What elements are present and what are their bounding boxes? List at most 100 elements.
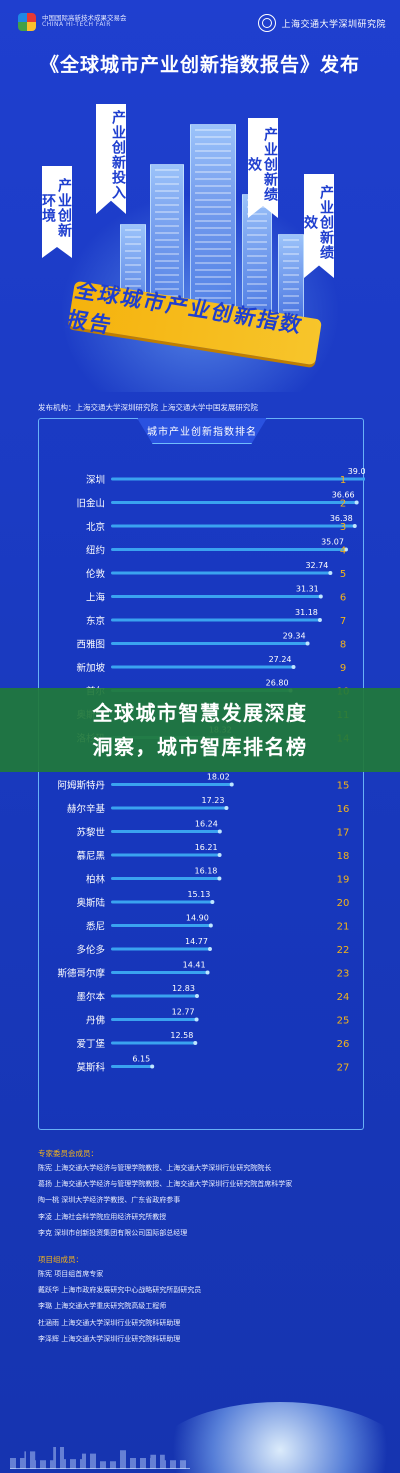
sjtu-institute-logo: 上海交通大学深圳研究院 (258, 14, 386, 32)
value-label: 32.74 (305, 561, 328, 570)
city-label: 旧金山 (76, 498, 105, 510)
bar (111, 548, 346, 551)
rank-label: 25 (337, 1016, 350, 1027)
city-label: 柏林 (86, 874, 106, 886)
bar-end-dot (229, 782, 234, 787)
overlay-caption-line-1: 全球城市智慧发展深度 (92, 701, 308, 725)
hero-banner-performance: 产业创新绩效 (248, 118, 278, 218)
rank-label: 16 (337, 804, 350, 815)
bar (111, 1041, 196, 1045)
bar (111, 900, 213, 904)
city-label: 墨尔本 (76, 991, 105, 1003)
bar (111, 595, 321, 598)
city-label: 苏黎世 (76, 827, 105, 839)
experts-heading: 专家委员会成员： (38, 1149, 98, 1158)
rank-label: 2 (340, 499, 346, 510)
city-label: 阿姆斯特丹 (57, 780, 105, 792)
team-row: 杜涵雨 上海交通大学深圳行业研究院科研助理 (38, 1318, 181, 1327)
value-label: 18.02 (207, 773, 230, 782)
value-label: 16.21 (195, 843, 218, 852)
bar (111, 947, 210, 951)
ranking-bar-chart: 深圳 39.051 旧金山 36.662 北京 36.383 纽约 35.074 伦敦 32.74… (57, 467, 365, 1074)
value-label: 6.15 (132, 1055, 150, 1064)
city-label: 北京 (86, 521, 105, 533)
ranking-chart-panel: 深圳 39.051 旧金山 36.662 北京 36.383 纽约 35.074 伦敦 32.74… (38, 418, 365, 1130)
city-label: 莫斯科 (76, 1062, 105, 1074)
bar-end-dot (217, 876, 222, 881)
city-label: 多伦多 (76, 944, 105, 956)
value-label: 35.07 (321, 538, 344, 547)
rank-label: 1 (340, 475, 346, 486)
bar (111, 618, 320, 622)
bar (111, 524, 355, 528)
rank-label: 19 (337, 875, 350, 886)
rank-label: 21 (337, 922, 350, 933)
rank-label: 24 (337, 992, 350, 1003)
city-label: 赫尔辛基 (67, 803, 106, 815)
university-seal-icon (258, 14, 277, 32)
bar (111, 924, 211, 927)
expert-row: 李凌 上海社会科学院应用经济研究所教授 (38, 1212, 167, 1221)
value-label: 36.38 (330, 514, 353, 523)
rank-label: 23 (337, 969, 350, 980)
value-label: 16.18 (194, 867, 217, 876)
value-label: 14.77 (185, 937, 208, 946)
page-title: 《全球城市产业创新指数报告》发布 (39, 54, 360, 76)
logo-en-text: CHINA HI-TECH FAIR (42, 21, 111, 29)
city-label: 纽约 (86, 545, 105, 557)
city-label: 悉尼 (86, 921, 105, 933)
rank-label: 4 (340, 546, 346, 557)
chart-title: 城市产业创新指数排名 (137, 418, 267, 444)
bar-end-dot (217, 829, 222, 834)
bar-end-dot (217, 853, 222, 857)
value-label: 27.24 (269, 655, 292, 664)
team-row: 李泽辉 上海交通大学深圳行业研究院科研助理 (38, 1334, 181, 1343)
bar (111, 853, 220, 857)
value-label: 17.23 (202, 796, 225, 805)
bar-end-dot (205, 970, 210, 975)
bar (111, 830, 220, 833)
bar-end-dot (305, 641, 310, 646)
value-label: 14.90 (186, 914, 209, 923)
rank-label: 18 (337, 851, 350, 862)
bar-end-dot (194, 994, 199, 998)
hero-banner-input: 产业创新投入 (96, 104, 126, 214)
rank-label: 17 (337, 828, 350, 839)
overlay-caption-band: 全球城市智慧发展深度 洞察，城市智库排名榜 (0, 688, 400, 772)
team-row: 戴跃华 上海市政府发展研究中心战略研究所副研究员 (38, 1286, 202, 1295)
city-label: 东京 (86, 615, 105, 627)
city-label: 深圳 (86, 475, 105, 486)
logo-cn-text: 中国国际高新技术成果交易会 (42, 14, 127, 23)
bar-end-dot (318, 594, 323, 599)
hero-illustration: 产业创新环境 产业创新投入 产业创新绩效 产业创新绩效 全球城市产业创新指数报告 (0, 82, 400, 394)
bar (111, 477, 365, 481)
bar-end-dot (317, 618, 322, 622)
city-label: 慕尼黑 (76, 850, 105, 862)
members-section: 专家委员会成员： 陈宪 上海交通大学经济与管理学院教授、上海交通大学深圳行业研究… (38, 1148, 378, 1350)
value-label: 15.13 (187, 890, 210, 899)
city-label: 丹佛 (86, 1015, 105, 1027)
bar-end-dot (210, 900, 215, 904)
city-label: 伦敦 (86, 568, 106, 580)
rank-label: 6 (340, 593, 346, 604)
value-label: 16.24 (195, 820, 218, 829)
rank-label: 7 (340, 616, 346, 627)
rank-label: 9 (340, 663, 346, 674)
bar-end-dot (291, 665, 296, 669)
bar (111, 1065, 153, 1068)
bar-end-dot (352, 524, 357, 528)
bar (111, 1018, 197, 1021)
team-row: 李璐 上海交通大学重庆研究院高级工程师 (38, 1302, 167, 1311)
city-label: 西雅图 (76, 639, 105, 651)
value-label: 29.34 (283, 632, 306, 641)
rank-label: 15 (337, 781, 350, 792)
bar-end-dot (207, 947, 212, 951)
bar (111, 571, 331, 575)
expert-row: 陈宪 上海交通大学经济与管理学院教授、上海交通大学深圳行业研究院院长 (38, 1164, 272, 1172)
bar (111, 501, 357, 504)
bar-end-dot (150, 1064, 155, 1069)
bar (111, 806, 227, 810)
team-heading: 项目组成员： (38, 1254, 83, 1264)
rank-label: 22 (337, 945, 350, 956)
bar (111, 971, 208, 974)
